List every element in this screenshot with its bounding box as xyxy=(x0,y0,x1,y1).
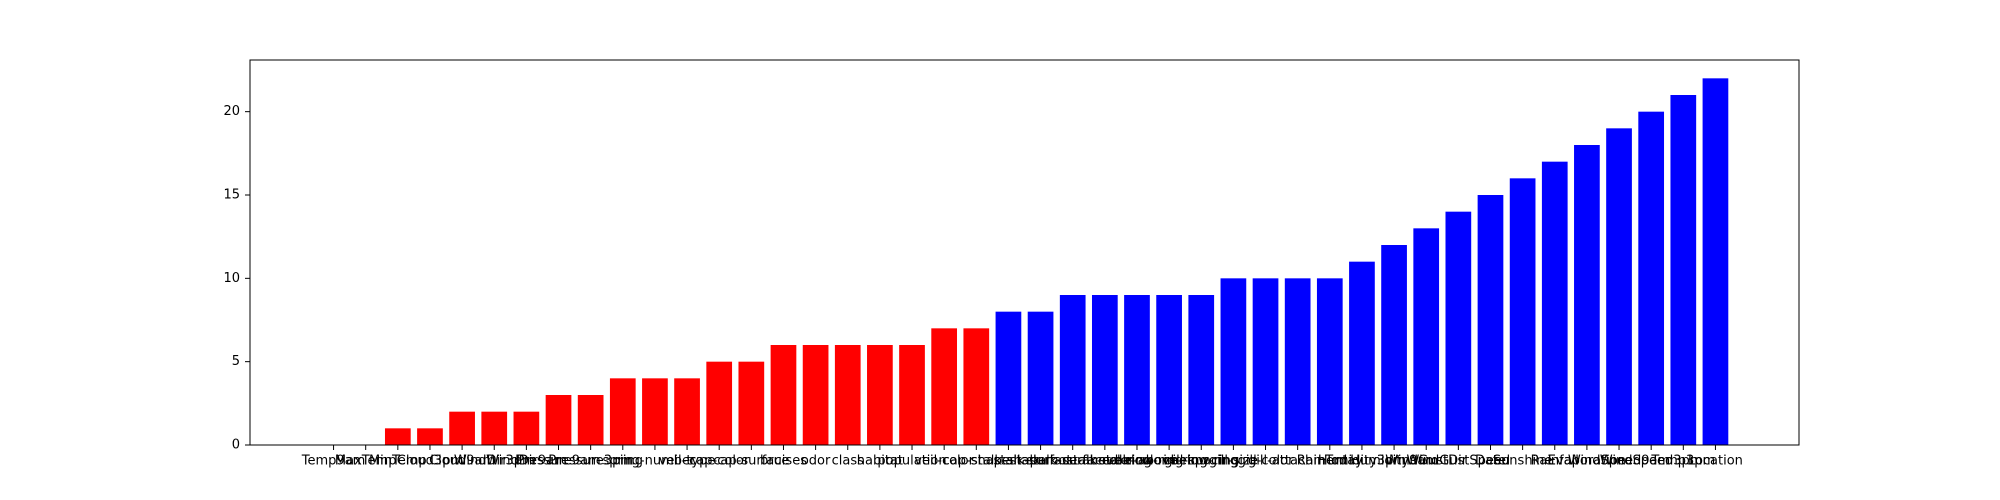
bar xyxy=(706,361,733,445)
bar xyxy=(1027,311,1054,445)
x-tick-label: MaxTemp xyxy=(335,454,397,469)
y-tick-label: 10 xyxy=(223,271,240,286)
x-tick-label: cap-shape xyxy=(943,454,1010,469)
x-tick-label: Location xyxy=(1688,454,1743,469)
x-tick-label: habitat xyxy=(857,454,903,469)
bar xyxy=(384,428,411,445)
x-tick-label: ring-number xyxy=(614,454,696,469)
bar xyxy=(1541,161,1568,445)
x-tick-label: Evaporation xyxy=(1548,454,1626,469)
x-tick-label: class xyxy=(832,454,864,469)
bar xyxy=(1349,261,1375,445)
bar xyxy=(1670,95,1697,445)
bar xyxy=(802,345,829,445)
bar xyxy=(931,328,958,445)
bar xyxy=(1606,128,1632,446)
bar xyxy=(1477,195,1504,445)
x-tick-label: Humidity9am xyxy=(1350,454,1438,469)
x-tick-label: WindDir3pm xyxy=(454,454,535,469)
bar xyxy=(899,345,925,445)
x-tick-label: Temp9am xyxy=(301,454,366,469)
bar xyxy=(1574,145,1600,445)
x-tick-label: stalk-color-below-ring xyxy=(1099,454,1239,469)
bar xyxy=(417,428,443,445)
bar xyxy=(1702,78,1729,445)
bar xyxy=(963,328,990,445)
x-tick-label: gill-spacing xyxy=(1164,454,1238,469)
x-tick-label: veil-color xyxy=(914,454,974,469)
bar xyxy=(738,361,765,445)
bar xyxy=(577,395,604,445)
x-tick-label: stalk-root xyxy=(1010,454,1072,469)
x-tick-label: Cloud3pm xyxy=(397,454,463,469)
x-tick-label: gill-attachment xyxy=(1248,454,1347,469)
bar xyxy=(642,378,668,445)
x-tick-label: WindGustSpeed xyxy=(1407,454,1511,469)
x-tick-label: stalk-surface-below-ring xyxy=(1026,454,1183,469)
x-tick-label: odor xyxy=(801,454,831,469)
y-tick-label: 0 xyxy=(232,438,240,453)
bar xyxy=(1413,228,1440,445)
x-tick-label: Sunshine xyxy=(1493,454,1553,469)
bar xyxy=(995,311,1022,445)
x-tick-label: WindSpeed3pm xyxy=(1600,454,1703,469)
bar xyxy=(867,345,893,445)
x-tick-label: Humidity3pm xyxy=(1318,454,1406,469)
x-tick-label: gill-color xyxy=(1238,454,1294,469)
bar xyxy=(1316,278,1343,445)
bar xyxy=(1381,245,1407,445)
plot-frame xyxy=(249,59,1800,446)
x-tick-label: WindDir9am xyxy=(486,454,567,469)
bar xyxy=(1509,178,1536,446)
x-tick-label: RainToday xyxy=(1297,454,1363,469)
x-tick-label: MinTemp xyxy=(369,454,427,469)
bar xyxy=(1445,211,1472,445)
bar xyxy=(449,411,475,445)
y-tick-label: 5 xyxy=(232,354,240,369)
bar xyxy=(770,345,797,445)
x-tick-label: Temp3pm xyxy=(1650,454,1715,469)
bar xyxy=(834,345,861,445)
bar xyxy=(1284,278,1311,445)
bar xyxy=(513,411,540,445)
bar xyxy=(1156,295,1182,445)
bar xyxy=(609,378,636,445)
bar xyxy=(1091,295,1118,445)
x-tick-label: population xyxy=(877,454,946,469)
bar xyxy=(674,378,700,445)
x-tick-label: stalk-shape xyxy=(971,454,1046,469)
y-tick-label: 15 xyxy=(223,188,240,203)
bar xyxy=(481,411,508,445)
x-tick-label: cap-surface xyxy=(713,454,789,469)
x-tick-label: cap-color xyxy=(689,454,750,469)
x-tick-label: veil-type xyxy=(659,454,716,469)
x-tick-label: bruises xyxy=(760,454,807,469)
y-tick-label: 20 xyxy=(223,104,240,119)
x-tick-label: spring xyxy=(603,454,643,469)
bar xyxy=(1252,278,1279,445)
x-tick-label: Date xyxy=(1475,454,1506,469)
x-tick-label: Cloud9am xyxy=(429,454,495,469)
x-tick-label: WindSpeed9am xyxy=(1568,454,1670,469)
x-tick-label: WindGustDir xyxy=(1385,454,1467,469)
x-tick-label: stalk-color-above-ring xyxy=(1066,454,1208,469)
bar xyxy=(1188,295,1215,445)
x-tick-label: stalk-surface-above-ring xyxy=(994,454,1152,469)
bar xyxy=(1059,295,1086,445)
x-tick-label: Rainfall xyxy=(1531,454,1579,469)
bar xyxy=(1124,295,1150,445)
x-tick-label: Pressure3pm xyxy=(548,454,633,469)
bar xyxy=(545,395,572,445)
x-tick-label: Pressure9am xyxy=(516,454,600,469)
x-tick-label: gill-size xyxy=(1209,454,1258,469)
bar xyxy=(1220,278,1247,445)
bar xyxy=(1638,111,1665,446)
